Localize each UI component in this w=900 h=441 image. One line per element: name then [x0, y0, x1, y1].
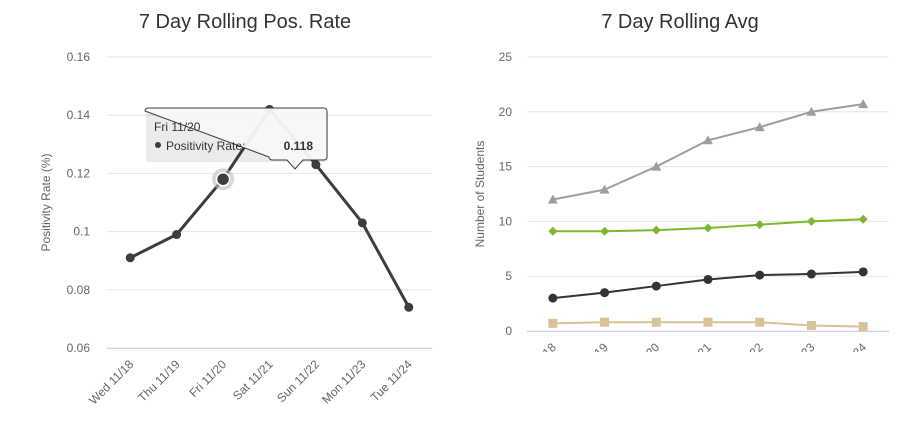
- data-point[interactable]: [651, 225, 661, 235]
- tooltip: Fri 11/20 Positivity Rate: 0.118: [144, 107, 328, 170]
- data-point[interactable]: [858, 322, 868, 332]
- x-tick-label: Thu 11/19: [135, 357, 183, 405]
- x-tick-label: 18: [540, 340, 560, 360]
- data-point[interactable]: [125, 253, 135, 263]
- tooltip-header: Fri 11/20: [154, 120, 201, 134]
- data-point[interactable]: [754, 122, 765, 132]
- data-point[interactable]: [651, 161, 662, 171]
- positivity-rate-chart: 7 Day Rolling Pos. Rate 0.06 0.08 0.1 0.12 0.…: [39, 11, 432, 407]
- data-point[interactable]: [548, 226, 558, 236]
- data-point[interactable]: [548, 293, 558, 303]
- data-point[interactable]: [703, 223, 713, 233]
- x-tick-label: Sat 11/21: [230, 357, 276, 403]
- y-tick-label: 0: [505, 324, 512, 338]
- data-point[interactable]: [806, 321, 816, 331]
- data-point[interactable]: [858, 99, 869, 109]
- data-point[interactable]: [858, 267, 868, 277]
- x-tick-label: 23: [798, 340, 818, 360]
- rolling-avg-chart: 0 5 10 15 20 25 18 19 20 21 22 23 24 Number of Studen…: [473, 50, 889, 360]
- data-point[interactable]: [547, 194, 558, 204]
- y-tick-label: 0.16: [67, 50, 91, 64]
- data-point[interactable]: [599, 184, 610, 194]
- hovered-data-point[interactable]: [215, 171, 231, 187]
- tooltip-box: [144, 107, 328, 170]
- y-tick-label: 0.12: [67, 166, 91, 180]
- x-tick-label: 22: [746, 340, 766, 360]
- x-tick-label: 20: [643, 340, 663, 360]
- y-tick-label: 0.06: [67, 341, 91, 355]
- y-tick-label: 25: [499, 50, 513, 64]
- data-point[interactable]: [600, 288, 610, 298]
- data-point[interactable]: [858, 214, 868, 224]
- data-point[interactable]: [357, 218, 367, 228]
- x-tick-label: Sun 11/22: [274, 357, 322, 405]
- data-point[interactable]: [600, 226, 610, 236]
- y-tick-label: 0.14: [67, 108, 91, 122]
- tooltip-series-dot: [155, 142, 161, 148]
- x-tick-label: Tue 11/24: [368, 357, 415, 404]
- chart-title: 7 Day Rolling Pos. Rate: [139, 11, 351, 33]
- data-point[interactable]: [806, 106, 817, 116]
- x-tick-label: 24: [850, 340, 870, 360]
- data-point[interactable]: [548, 318, 558, 328]
- x-tick-label: Mon 11/23: [319, 357, 369, 407]
- y-tick-label: 0.08: [67, 283, 91, 297]
- tooltip-series-label: Positivity Rate:: [166, 139, 245, 153]
- y-tick-label: 20: [499, 105, 513, 119]
- data-point[interactable]: [755, 270, 765, 280]
- data-point[interactable]: [755, 220, 765, 230]
- series-line: [551, 103, 865, 201]
- tooltip-value: 0.118: [284, 139, 314, 153]
- y-tick-label: 5: [505, 269, 512, 283]
- y-axis-title: Positivity Rate (%): [39, 153, 53, 251]
- data-point[interactable]: [806, 269, 816, 279]
- data-point[interactable]: [600, 317, 610, 327]
- data-point[interactable]: [755, 317, 765, 327]
- x-tick-label: 21: [695, 340, 715, 360]
- x-tick-label: Wed 11/18: [86, 357, 136, 407]
- data-point[interactable]: [806, 216, 816, 226]
- data-point[interactable]: [651, 281, 661, 291]
- y-axis-title: Number of Students: [473, 141, 487, 248]
- data-point[interactable]: [703, 317, 713, 327]
- y-tick-label: 0.1: [73, 225, 90, 239]
- y-tick-label: 10: [499, 214, 513, 228]
- y-tick-label: 15: [499, 160, 513, 174]
- data-point[interactable]: [311, 160, 321, 170]
- x-tick-label: 19: [591, 340, 611, 360]
- data-point[interactable]: [703, 135, 713, 145]
- data-point[interactable]: [651, 317, 661, 327]
- x-tick-label: Fri 11/20: [186, 357, 229, 400]
- data-point[interactable]: [404, 302, 414, 312]
- data-point[interactable]: [703, 274, 713, 284]
- chart-title: 7 Day Rolling Avg: [601, 11, 759, 33]
- data-point[interactable]: [172, 230, 182, 240]
